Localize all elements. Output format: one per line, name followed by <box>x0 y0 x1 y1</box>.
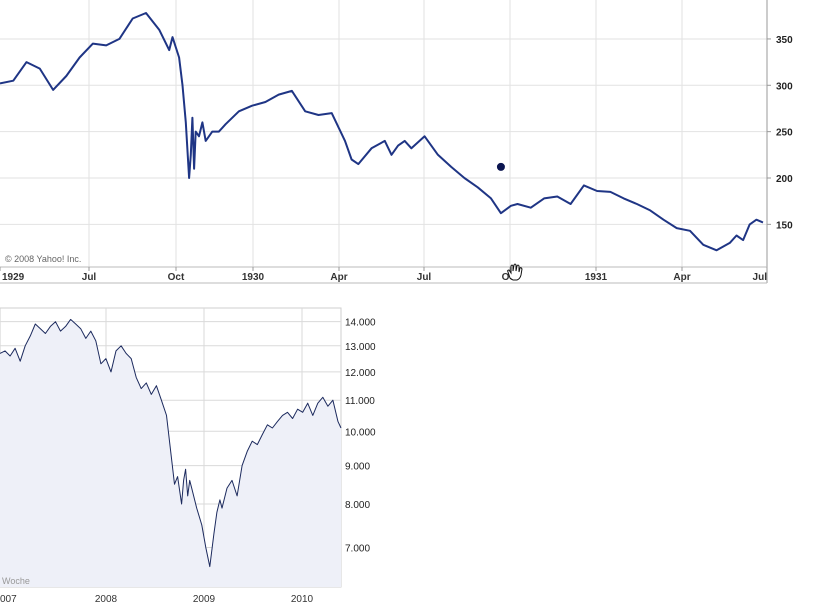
y-tick-label: 250 <box>776 128 793 139</box>
x-tick-label: 2010 <box>291 594 314 604</box>
x-tick-label: Oct <box>168 272 185 283</box>
interval-label: Woche <box>2 576 30 586</box>
x-tick-label: 1930 <box>242 272 265 283</box>
x-tick-label: Apr <box>330 272 347 283</box>
hand-cursor-icon <box>507 263 523 281</box>
y-tick-label: 12.000 <box>345 368 376 379</box>
x-tick-label: 1929 <box>2 272 25 283</box>
x-tick-label: 1931 <box>585 272 608 283</box>
y-tick-label: 7.000 <box>345 543 370 554</box>
y-tick-label: 9.000 <box>345 462 370 473</box>
y-tick-label: 13.000 <box>345 342 376 353</box>
y-tick-label: 350 <box>776 35 793 46</box>
y-tick-label: 10.000 <box>345 427 376 438</box>
copyright-text: © 2008 Yahoo! Inc. <box>5 254 81 264</box>
y-tick-label: 8.000 <box>345 500 370 511</box>
x-tick-label: Apr <box>673 272 690 283</box>
series-line <box>0 12 764 252</box>
y-tick-label: 200 <box>776 174 793 185</box>
x-tick-label: Jul <box>417 272 432 283</box>
plot-area <box>0 0 767 267</box>
x-tick-label: 2008 <box>95 594 118 604</box>
data-point-marker <box>496 162 505 171</box>
y-tick-label: 150 <box>776 220 793 231</box>
market-index-chart-1929-1931: 1502002503003501929JulOct1930AprJulOct19… <box>0 0 793 284</box>
x-tick-label: 2009 <box>193 594 216 604</box>
x-tick-label: Jul <box>82 272 97 283</box>
market-index-chart-2007-2010: 7.000 8.000 9.000 10.000 11.000 12.000 13.000 1… <box>0 307 376 604</box>
y-tick-label: 14.000 <box>345 318 376 329</box>
x-tick-label: Jul <box>753 272 768 283</box>
y-tick-label: 11.000 <box>345 396 375 407</box>
y-tick-label: 300 <box>776 81 793 92</box>
x-tick-label: 007 <box>0 594 17 604</box>
series-line <box>0 318 342 568</box>
